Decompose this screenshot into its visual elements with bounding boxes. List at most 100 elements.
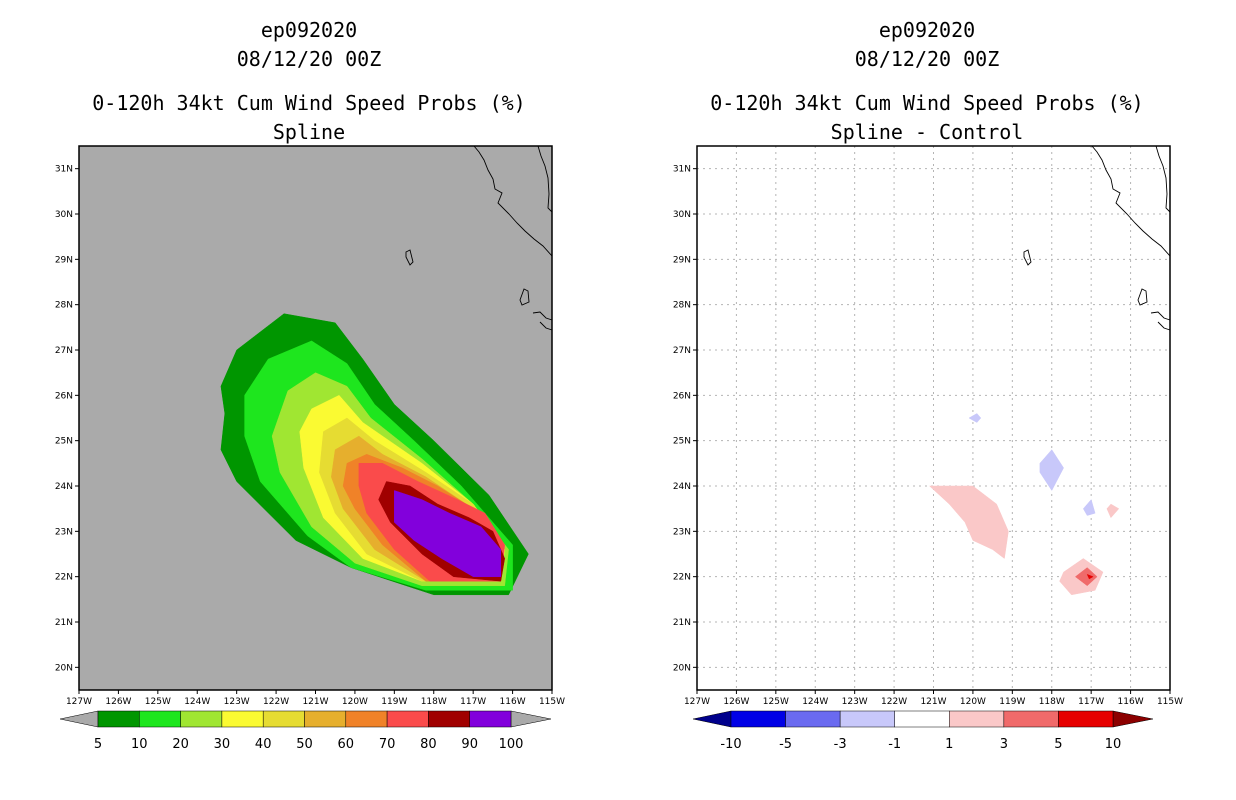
left-y-tick-label: 30N — [55, 210, 73, 220]
right-coastline-baja — [1091, 145, 1171, 257]
right-y-tick-label: 22N — [673, 573, 691, 583]
right-colorbar-label: -1 — [888, 737, 901, 752]
left-x-tick-label: 120W — [342, 697, 368, 707]
left-y-tick-label: 24N — [55, 482, 73, 492]
right-x-tick-label: 124W — [802, 697, 828, 707]
left-y-tick-label: 31N — [55, 165, 73, 175]
left-colorbar-swatch — [345, 710, 388, 728]
right-colorbar-swatch — [730, 710, 786, 728]
right-y-tick-label: 29N — [673, 255, 691, 265]
right-contour--3__-1 — [1039, 449, 1064, 491]
left-y-tick-label: 22N — [55, 573, 73, 583]
right-contour-3__5 — [1075, 567, 1098, 586]
left-island-cedros — [519, 288, 530, 306]
left-colorbar-label: 90 — [461, 737, 478, 752]
left-colorbar-label: 20 — [172, 737, 189, 752]
right-contour-1__3 — [1106, 503, 1120, 518]
left-title-storm: ep092020 — [261, 18, 357, 42]
left-colorbar-swatch — [428, 710, 470, 728]
left-colorbar-swatch — [221, 710, 264, 728]
left-colorbar-swatch — [97, 710, 140, 728]
right-title-method: Spline - Control — [831, 120, 1024, 144]
right-colorbar-swatch — [894, 710, 950, 728]
right-x-tick-label: 116W — [1118, 697, 1144, 707]
left-colorbar-label: 30 — [214, 737, 231, 752]
right-colorbar-label: -5 — [779, 737, 792, 752]
right-contour--3__-1 — [968, 413, 982, 423]
right-colorbar-label: 3 — [1000, 737, 1008, 752]
left-colorbar-label: 40 — [255, 737, 272, 752]
right-colorbar: -10 -5 -3 -1 1 3 5 10 — [692, 710, 1154, 752]
right-colorbar-swatch — [1003, 710, 1059, 728]
left-panel: ep092020 08/12/20 00Z 0-120h 34kt Cum Wi… — [55, 18, 565, 752]
right-colorbar-swatch — [1058, 710, 1114, 728]
right-y-tick-label: 23N — [673, 527, 691, 537]
right-coastline — [1023, 145, 1171, 331]
left-colorbar-swatch — [304, 710, 347, 728]
left-title-product: 0-120h 34kt Cum Wind Speed Probs (%) — [92, 91, 525, 115]
right-contours — [929, 413, 1120, 596]
right-x-tick-label: 126W — [723, 697, 749, 707]
right-contour--3__-1 — [1083, 499, 1096, 516]
right-colorbar-label: 10 — [1105, 737, 1122, 752]
right-gridlines — [697, 146, 1170, 690]
left-colorbar-swatch — [262, 710, 305, 728]
left-y-tick-label: 20N — [55, 663, 73, 673]
left-y-tick-label: 29N — [55, 255, 73, 265]
left-colorbar-label: 100 — [499, 737, 524, 752]
right-island-guadalupe — [1023, 249, 1032, 266]
left-coastline-baja — [473, 145, 553, 257]
left-x-tick-label: 126W — [105, 697, 131, 707]
right-panel: ep092020 08/12/20 00Z 0-120h 34kt Cum Wi… — [673, 18, 1183, 752]
right-x-tick-label: 115W — [1157, 697, 1183, 707]
left-colorbar-label: 50 — [296, 737, 313, 752]
right-x-tick-label: 123W — [842, 697, 868, 707]
left-x-tick-label: 121W — [302, 697, 328, 707]
left-colorbar-label: 80 — [420, 737, 437, 752]
left-coastline-vizcaino — [532, 311, 553, 331]
right-y-tick-label: 25N — [673, 437, 691, 447]
left-x-tick-label: 115W — [539, 697, 565, 707]
left-title-date: 08/12/20 00Z — [237, 47, 382, 71]
right-title-storm: ep092020 — [879, 18, 975, 42]
right-y-tick-label: 27N — [673, 346, 691, 356]
right-colorbar-arrow-high — [1112, 710, 1154, 728]
right-x-tick-label: 121W — [920, 697, 946, 707]
right-colorbar-swatch — [949, 710, 1005, 728]
left-x-tick-label: 122W — [263, 697, 289, 707]
right-colorbar-swatch — [785, 710, 841, 728]
right-y-tick-label: 24N — [673, 482, 691, 492]
left-colorbar-arrow-high — [510, 710, 552, 728]
right-title-date: 08/12/20 00Z — [855, 47, 1000, 71]
left-y-tick-label: 25N — [55, 437, 73, 447]
right-x-tick-label: 117W — [1078, 697, 1104, 707]
right-island-cedros — [1137, 288, 1148, 306]
left-colorbar-label: 10 — [131, 737, 148, 752]
left-colorbar-swatch — [139, 710, 181, 728]
right-contour-1__3 — [929, 485, 1009, 559]
right-coastline-mainland — [1155, 145, 1171, 213]
right-x-tick-label: 125W — [763, 697, 789, 707]
right-x-tick-label: 122W — [881, 697, 907, 707]
right-axes: 127W 126W 125W 124W 123W 122W 121W 120W 119W 118W… — [673, 165, 1183, 707]
left-y-tick-label: 23N — [55, 527, 73, 537]
left-colorbar-swatch — [180, 710, 223, 728]
left-x-tick-label: 124W — [184, 697, 210, 707]
left-x-tick-label: 119W — [381, 697, 407, 707]
right-title-product: 0-120h 34kt Cum Wind Speed Probs (%) — [710, 91, 1143, 115]
left-x-tick-label: 117W — [460, 697, 486, 707]
left-x-tick-label: 127W — [66, 697, 92, 707]
right-colorbar-label: 1 — [945, 737, 953, 752]
left-island-guadalupe — [405, 249, 414, 266]
left-colorbar-label: 5 — [94, 737, 102, 752]
left-contour-90 — [394, 490, 502, 577]
left-colorbar-swatch — [469, 710, 512, 728]
left-colorbar-label: 60 — [338, 737, 355, 752]
right-y-tick-label: 28N — [673, 301, 691, 311]
right-y-tick-label: 30N — [673, 210, 691, 220]
left-coastline — [405, 145, 553, 331]
right-colorbar-label: 5 — [1054, 737, 1062, 752]
right-x-tick-label: 127W — [684, 697, 710, 707]
right-colorbar-label: -10 — [720, 737, 741, 752]
right-colorbar-arrow-low — [692, 710, 732, 728]
